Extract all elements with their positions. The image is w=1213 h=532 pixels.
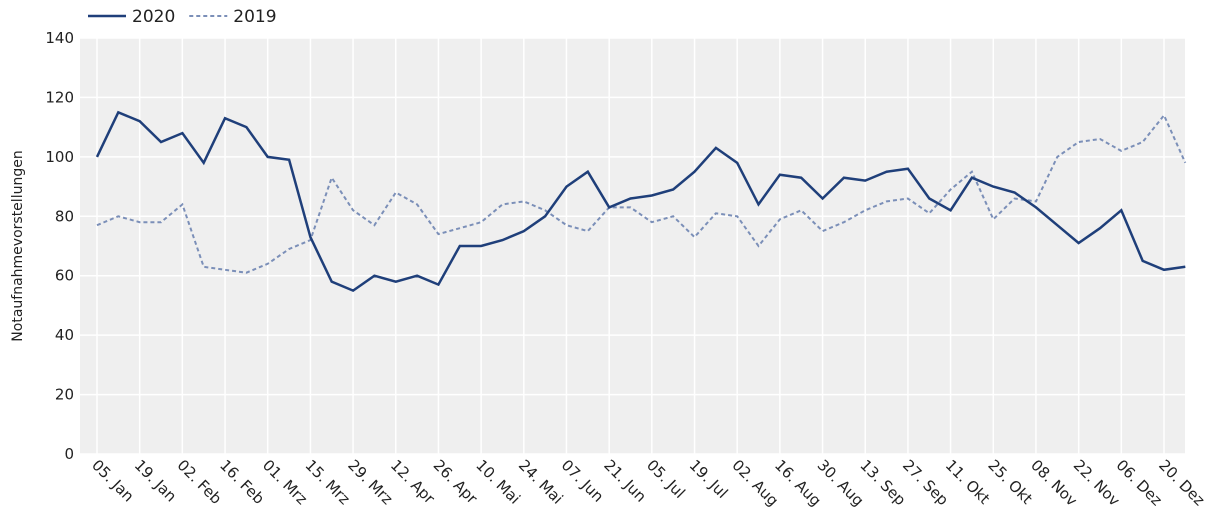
y-tick-label: 20: [55, 386, 74, 404]
x-tick-label: 10. Mai: [472, 456, 524, 508]
x-tick-label: 30. Aug: [814, 456, 868, 510]
y-tick-label: 80: [55, 207, 74, 225]
x-tick-label: 26. Apr: [430, 456, 482, 508]
x-tick-label: 12. Apr: [387, 456, 439, 508]
x-tick-label: 08. Nov: [1027, 456, 1081, 510]
x-tick-label: 01. Mrz: [259, 456, 311, 508]
plot-area: [80, 38, 1185, 454]
x-tick-label: 19. Jul: [686, 456, 732, 502]
x-tick-label: 27. Sep: [899, 456, 952, 509]
y-tick-label: 140: [45, 29, 74, 47]
x-tick-label: 16. Feb: [216, 456, 268, 508]
y-tick-label: 40: [55, 326, 74, 344]
x-tick-label: 05. Jan: [88, 456, 137, 505]
x-tick-label: 16. Aug: [771, 456, 825, 510]
x-tick-label: 13. Sep: [856, 456, 909, 509]
x-tick-label: 02. Feb: [174, 456, 226, 508]
line-series: [95, 110, 1186, 293]
x-tick-label: 24. Mai: [515, 456, 567, 508]
y-axis-label: Notaufnahmevorstellungen: [10, 150, 26, 341]
x-tick-label: 29. Mrz: [344, 456, 396, 508]
x-tick-label: 02. Aug: [728, 456, 782, 510]
x-tick-label: 06. Dez: [1112, 456, 1165, 509]
x-tick-label: 19. Jan: [131, 456, 180, 505]
y-tick-label: 100: [45, 148, 74, 166]
x-tick-label: 11. Okt: [942, 456, 994, 508]
y-tick-label: 0: [64, 445, 74, 463]
legend-label: 2020: [132, 7, 175, 27]
y-tick-label: 60: [55, 267, 74, 285]
x-tick-label: 15. Mrz: [302, 456, 354, 508]
line-series: [96, 113, 1187, 274]
y-tick-label: 120: [45, 88, 74, 106]
x-tick-label: 20. Dez: [1155, 456, 1208, 509]
x-tick-label: 25. Okt: [984, 456, 1036, 508]
x-tick-label: 07. Jun: [558, 456, 608, 506]
x-tick-label: 21. Jun: [600, 456, 650, 506]
x-tick-label: 05. Jul: [643, 456, 689, 502]
x-tick-label: 22. Nov: [1070, 456, 1124, 510]
legend-label: 2019: [233, 7, 276, 27]
